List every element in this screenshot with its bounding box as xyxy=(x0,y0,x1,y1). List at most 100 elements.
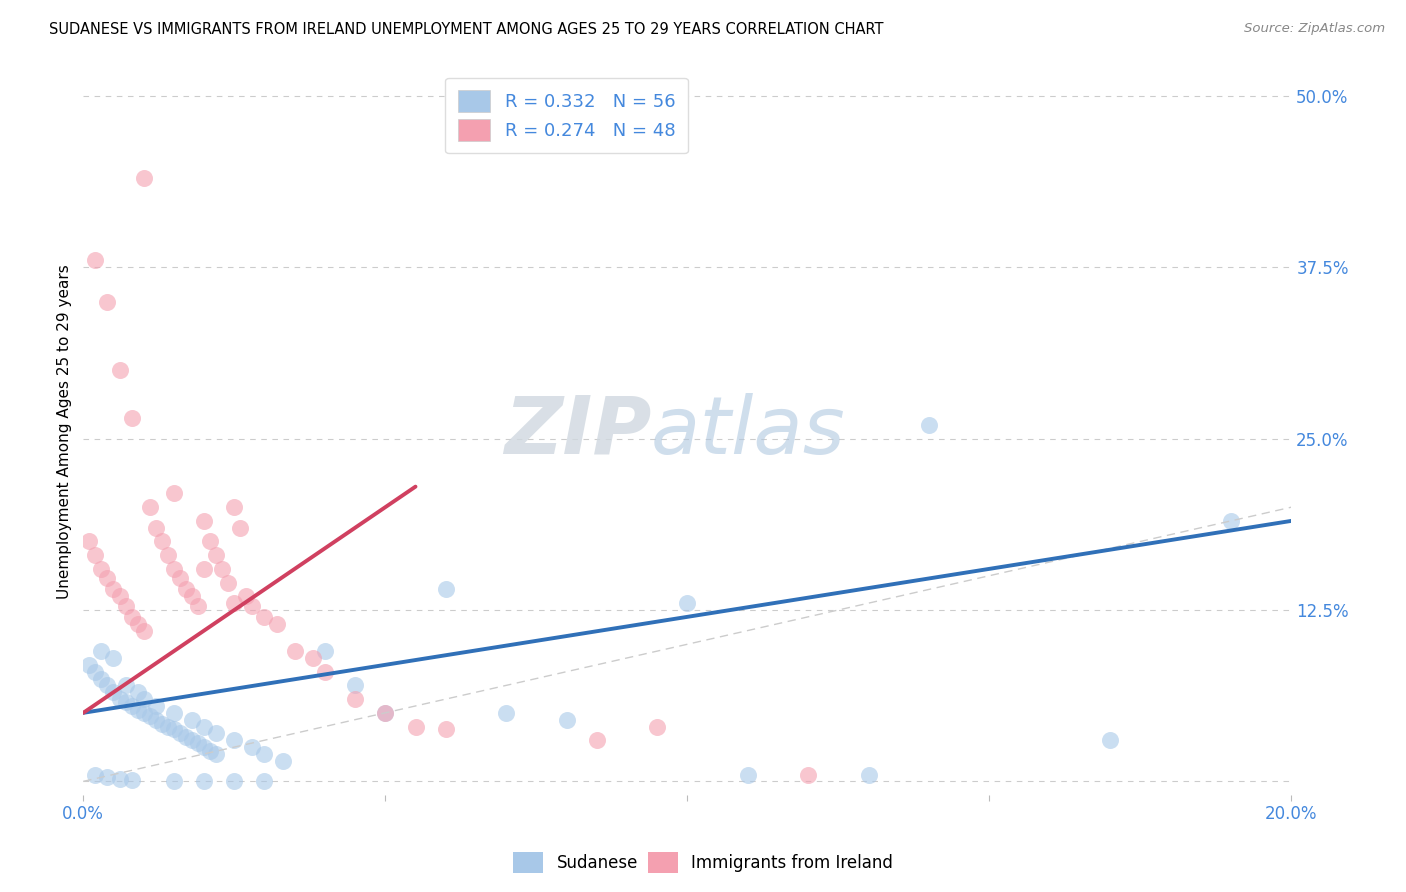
Point xyxy=(301,651,323,665)
Point xyxy=(1099,733,1122,747)
Point xyxy=(132,171,155,186)
Point xyxy=(193,719,215,733)
Point xyxy=(229,521,252,535)
Point xyxy=(205,726,228,740)
Point xyxy=(84,253,107,268)
Point xyxy=(217,575,239,590)
Point xyxy=(314,644,336,658)
Point xyxy=(121,772,143,787)
Point xyxy=(198,744,221,758)
Point xyxy=(374,706,396,720)
Text: ZIP: ZIP xyxy=(503,392,651,471)
Point xyxy=(181,733,204,747)
Point xyxy=(434,582,457,597)
Text: Source: ZipAtlas.com: Source: ZipAtlas.com xyxy=(1244,22,1385,36)
Point xyxy=(150,716,173,731)
Point xyxy=(90,562,112,576)
Point xyxy=(169,572,191,586)
Point xyxy=(737,767,759,781)
Point xyxy=(224,733,246,747)
Point xyxy=(84,665,107,679)
Point xyxy=(193,514,215,528)
Point xyxy=(1219,514,1241,528)
Point xyxy=(163,723,186,737)
Text: atlas: atlas xyxy=(651,392,846,471)
Point xyxy=(169,726,191,740)
Point xyxy=(79,657,101,672)
Point xyxy=(108,589,131,603)
Legend: R = 0.332   N = 56, R = 0.274   N = 48: R = 0.332 N = 56, R = 0.274 N = 48 xyxy=(446,78,688,153)
Point xyxy=(224,774,246,789)
Point xyxy=(145,698,167,713)
Point xyxy=(90,672,112,686)
Point xyxy=(96,678,118,692)
Point xyxy=(266,616,288,631)
Point xyxy=(163,774,186,789)
Text: SUDANESE VS IMMIGRANTS FROM IRELAND UNEMPLOYMENT AMONG AGES 25 TO 29 YEARS CORRE: SUDANESE VS IMMIGRANTS FROM IRELAND UNEM… xyxy=(49,22,884,37)
Point xyxy=(181,713,204,727)
Point xyxy=(344,692,367,706)
Point xyxy=(156,719,179,733)
Point xyxy=(253,747,276,761)
Y-axis label: Unemployment Among Ages 25 to 29 years: Unemployment Among Ages 25 to 29 years xyxy=(58,264,72,599)
Point xyxy=(374,706,396,720)
Point xyxy=(163,486,186,500)
Point xyxy=(156,548,179,562)
Point xyxy=(121,610,143,624)
Point xyxy=(90,644,112,658)
Point xyxy=(344,678,367,692)
Point xyxy=(132,706,155,720)
Point xyxy=(224,500,246,515)
Point xyxy=(645,719,668,733)
Point xyxy=(103,651,125,665)
Point xyxy=(242,599,264,613)
Point xyxy=(96,572,118,586)
Point xyxy=(138,500,160,515)
Point xyxy=(121,411,143,425)
Point xyxy=(198,534,221,549)
Point xyxy=(96,770,118,784)
Point xyxy=(145,713,167,727)
Point xyxy=(127,616,149,631)
Point xyxy=(253,774,276,789)
Point xyxy=(108,363,131,377)
Point xyxy=(132,692,155,706)
Point xyxy=(108,692,131,706)
Point xyxy=(858,767,880,781)
Point xyxy=(405,719,427,733)
Point xyxy=(174,582,197,597)
Point xyxy=(103,685,125,699)
Point xyxy=(205,747,228,761)
Point xyxy=(676,596,699,610)
Point xyxy=(84,548,107,562)
Point xyxy=(114,695,136,709)
Point xyxy=(96,294,118,309)
Point xyxy=(284,644,307,658)
Point xyxy=(495,706,517,720)
Point xyxy=(163,706,186,720)
Point xyxy=(211,562,233,576)
Point xyxy=(242,740,264,755)
Point xyxy=(555,713,578,727)
Legend: Sudanese, Immigrants from Ireland: Sudanese, Immigrants from Ireland xyxy=(506,846,900,880)
Point xyxy=(132,624,155,638)
Point xyxy=(193,562,215,576)
Point xyxy=(163,562,186,576)
Point xyxy=(114,678,136,692)
Point xyxy=(205,548,228,562)
Point xyxy=(434,723,457,737)
Point xyxy=(108,772,131,786)
Point xyxy=(145,521,167,535)
Point xyxy=(138,708,160,723)
Point xyxy=(127,703,149,717)
Point xyxy=(314,665,336,679)
Point xyxy=(224,596,246,610)
Point xyxy=(150,534,173,549)
Point xyxy=(193,774,215,789)
Point xyxy=(797,767,820,781)
Point xyxy=(121,698,143,713)
Point xyxy=(127,685,149,699)
Point xyxy=(193,740,215,755)
Point xyxy=(235,589,257,603)
Point xyxy=(271,754,294,768)
